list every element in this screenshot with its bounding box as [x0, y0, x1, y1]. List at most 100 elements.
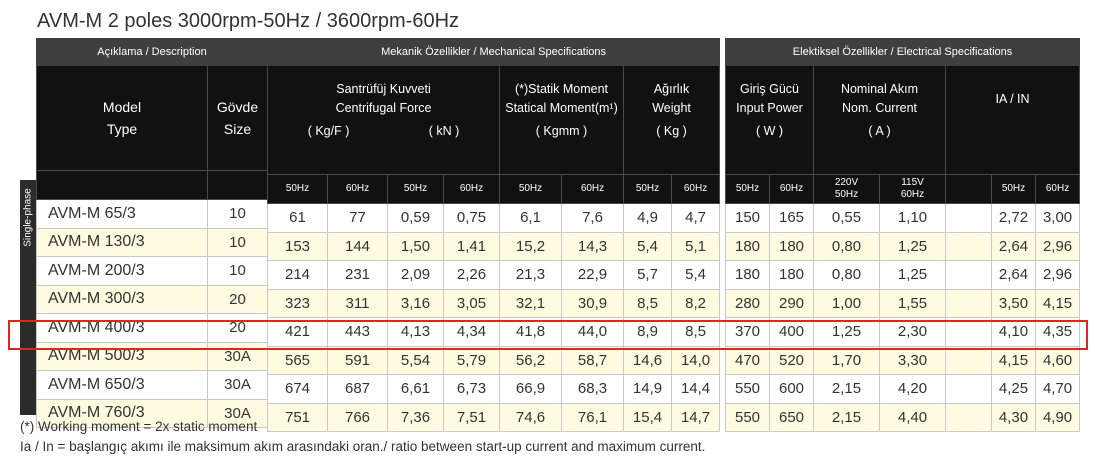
table-cell: 2,26 [443, 260, 500, 290]
table-cell: 650 [769, 402, 814, 432]
table-cell: 4,70 [1034, 374, 1081, 404]
table-cell: 687 [327, 374, 388, 404]
table-cell: 4,15 [991, 345, 1036, 375]
table-cell: 6,61 [387, 374, 444, 404]
nominal-current-header: Nominal Akım Nom. Current ( A ) [813, 65, 946, 175]
table-row: 550 650 2,15 4,40 4,30 4,90 [725, 402, 1081, 432]
table-cell: 1,41 [443, 231, 500, 261]
table-row: AVM-M 500/3 30A [36, 341, 268, 371]
table-cell: 550 [725, 402, 770, 432]
table-cell: 8,9 [623, 317, 672, 347]
table-cell: 4,40 [879, 402, 946, 432]
table-cell: 30A [207, 341, 268, 371]
table-row: 674 687 6,61 6,73 66,9 68,3 14,9 14,4 [267, 374, 721, 404]
table-cell: 14,3 [561, 231, 624, 261]
table-cell: 370 [725, 317, 770, 347]
table-cell: 14,7 [670, 402, 721, 432]
input-power-header: Giriş Gücü Input Power ( W ) [725, 65, 814, 175]
table-cell: 1,25 [879, 231, 946, 261]
table-cell: 1,00 [813, 288, 880, 318]
table-cell: 5,1 [670, 231, 721, 261]
table-row: 565 591 5,54 5,79 56,2 58,7 14,6 14,0 [267, 345, 721, 375]
mechanical-table: Mekanik Özellikler / Mechanical Specific… [266, 38, 721, 432]
table-cell: 231 [327, 260, 388, 290]
table-cell: AVM-M 65/3 [36, 199, 208, 229]
table-cell: 2,64 [991, 231, 1036, 261]
table-cell: 3,16 [387, 288, 444, 318]
table-cell: 14,9 [623, 374, 672, 404]
table-cell: 3,50 [991, 288, 1036, 318]
table-cell: 74,6 [499, 402, 562, 432]
table-cell: 2,64 [991, 260, 1036, 290]
table-cell: 4,20 [879, 374, 946, 404]
table-row: AVM-M 130/3 10 [36, 227, 268, 257]
table-cell: 4,35 [1034, 317, 1081, 347]
table-row: 153 144 1,50 1,41 15,2 14,3 5,4 5,1 [267, 231, 721, 261]
table-row: AVM-M 300/3 20 [36, 284, 268, 314]
table-cell: 550 [725, 374, 770, 404]
table-cell: 1,25 [813, 317, 880, 347]
table-cell: 2,30 [879, 317, 946, 347]
table-cell: 66,9 [499, 374, 562, 404]
table-cell: 32,1 [499, 288, 562, 318]
table-cell: 14,4 [670, 374, 721, 404]
table-cell: 8,5 [670, 317, 721, 347]
table-cell: AVM-M 500/3 [36, 341, 208, 371]
table-cell: 674 [267, 374, 328, 404]
table-row: AVM-M 65/3 10 [36, 199, 268, 229]
table-cell: 30,9 [561, 288, 624, 318]
table-cell: 2,96 [1034, 260, 1081, 290]
table-cell: 311 [327, 288, 388, 318]
table-cell: 290 [769, 288, 814, 318]
table-cell: 41,8 [499, 317, 562, 347]
table-cell: 21,3 [499, 260, 562, 290]
single-phase-band: Single-phase [20, 180, 36, 415]
kgf-unit: ( Kg/F ) [307, 124, 350, 138]
table-cell: 0,59 [387, 203, 444, 233]
table-cell: 4,15 [1034, 288, 1081, 318]
electrical-block: Elektiksel Özellikler / Electrical Speci… [724, 38, 1081, 432]
table-cell: 5,54 [387, 345, 444, 375]
table-cell: 2,09 [387, 260, 444, 290]
table-cell: 214 [267, 260, 328, 290]
table-cell: 4,7 [670, 203, 721, 233]
table-cell: 1,70 [813, 345, 880, 375]
table-cell: 4,25 [991, 374, 1036, 404]
table-row: 323 311 3,16 3,05 32,1 30,9 8,5 8,2 [267, 288, 721, 318]
mechanical-block: Mekanik Özellikler / Mechanical Specific… [266, 38, 721, 432]
table-cell: 6,73 [443, 374, 500, 404]
table-cell: 520 [769, 345, 814, 375]
table-row: AVM-M 200/3 10 [36, 256, 268, 286]
table-cell: 751 [267, 402, 328, 432]
table-cell: 68,3 [561, 374, 624, 404]
table-cell: AVM-M 400/3 [36, 313, 208, 343]
table-row: 180 180 0,80 1,25 2,64 2,96 [725, 231, 1081, 261]
table-row: 470 520 1,70 3,30 4,15 4,60 [725, 345, 1081, 375]
table-cell: 1,10 [879, 203, 946, 233]
table-cell: AVM-M 200/3 [36, 256, 208, 286]
table-cell: 3,00 [1034, 203, 1081, 233]
table-cell: 180 [769, 260, 814, 290]
table-cell: 280 [725, 288, 770, 318]
weight-header: Ağırlık Weight ( Kg ) [622, 65, 721, 175]
table-row: AVM-M 400/3 20 [36, 313, 268, 343]
table-cell: 4,90 [1034, 402, 1081, 432]
table-row: 150 165 0,55 1,10 2,72 3,00 [725, 203, 1081, 233]
table-cell: 2,96 [1034, 231, 1081, 261]
table-cell: 56,2 [499, 345, 562, 375]
table-cell: 565 [267, 345, 328, 375]
model-type-header: Model Type [36, 65, 208, 171]
table-cell: 600 [769, 374, 814, 404]
mechanical-header: Mekanik Özellikler / Mechanical Specific… [266, 38, 721, 66]
table-cell: 470 [725, 345, 770, 375]
footnote-ia-in: Ia / In = başlangıç akımı ile maksimum a… [20, 439, 706, 454]
page-title: AVM-M 2 poles 3000rpm-50Hz / 3600rpm-60H… [37, 10, 460, 32]
table-cell: 4,10 [991, 317, 1036, 347]
table-cell: 2,72 [991, 203, 1036, 233]
table-cell: 0,75 [443, 203, 500, 233]
ia-in-header: IA / IN [944, 65, 1081, 175]
table-cell: 44,0 [561, 317, 624, 347]
table-cell: 10 [207, 227, 268, 257]
table-cell: AVM-M 760/3 [36, 398, 208, 428]
single-phase-label: Single-phase [22, 188, 34, 247]
